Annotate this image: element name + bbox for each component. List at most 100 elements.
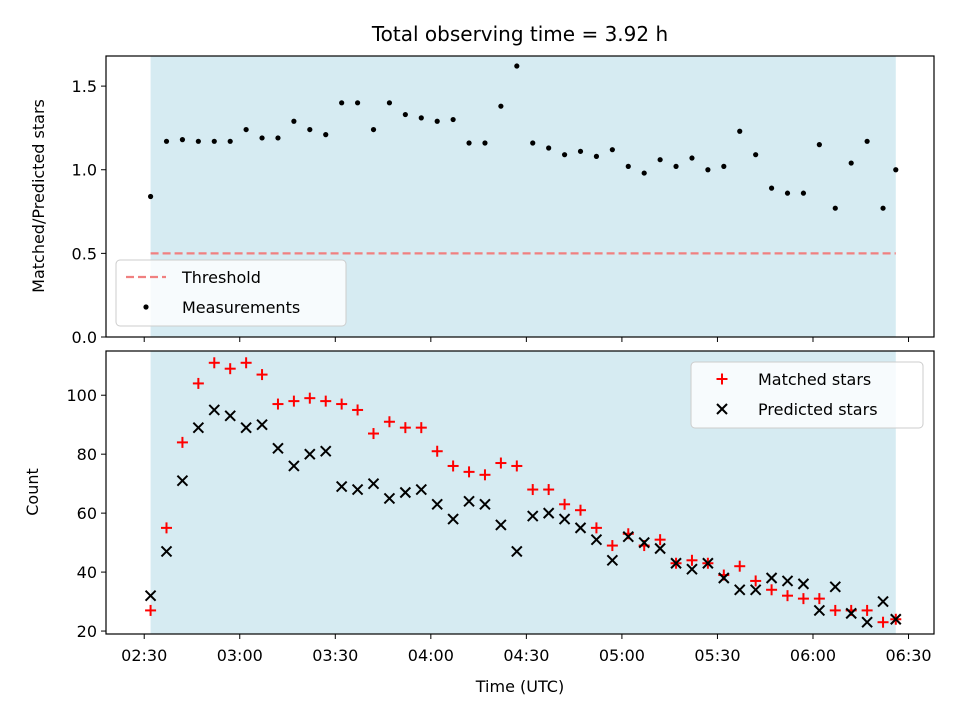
x-axis-title: Time (UTC): [475, 677, 564, 696]
legend-measurements-swatch: [143, 304, 149, 310]
predicted-star-point: [654, 542, 666, 555]
count-marks: [144, 357, 902, 628]
measurement-point: [625, 163, 631, 169]
measurement-point: [370, 126, 377, 133]
predicted-star-point: [890, 613, 902, 625]
legend-threshold-label: Threshold: [181, 268, 261, 287]
measurement-point: [880, 205, 886, 211]
predicted-star-point: [670, 557, 682, 569]
ratio-legend-box: [115, 259, 347, 327]
measurement-point: [673, 163, 679, 169]
measurement-point: [179, 137, 186, 143]
predicted-star-point: [272, 442, 284, 454]
matched-star-point: [176, 436, 188, 448]
matched-star-point: [495, 457, 507, 469]
chart-title: Total observing time = 3.92 h: [371, 22, 668, 46]
predicted-star-point: [367, 477, 380, 490]
matched-star-point: [288, 395, 300, 407]
predicted-star-point: [495, 519, 507, 531]
matched-star-point: [415, 422, 427, 434]
x-tick-label: 02:30: [121, 646, 167, 665]
matched-star-point: [861, 604, 873, 616]
measurement-point: [163, 138, 170, 144]
legend-matched-label: Matched stars: [758, 370, 871, 389]
matched-star-point: [240, 357, 252, 369]
predicted-star-point: [813, 604, 826, 617]
measurement-point: [514, 63, 520, 69]
predicted-star-point: [511, 545, 523, 558]
x-tick-label: 04:30: [503, 646, 549, 665]
ratio-panel-frame: [105, 55, 935, 338]
predicted-star-point: [240, 421, 252, 434]
measurement-point: [418, 115, 424, 121]
matched-star-point: [336, 398, 348, 410]
predicted-star-point: [463, 495, 475, 508]
predicted-star-point: [829, 581, 841, 593]
matched-star-point: [368, 428, 380, 440]
matched-star-point: [559, 498, 571, 510]
y-tick-label: 100: [66, 386, 97, 405]
predicted-star-point: [734, 584, 746, 596]
matched-star-point: [431, 445, 443, 457]
count-y-axis-title: Count: [23, 468, 42, 516]
legend-measurements-label: Measurements: [182, 298, 300, 317]
matched-star-point: [256, 369, 268, 381]
measurement-point: [450, 116, 456, 123]
x-tick-label: 05:00: [599, 646, 645, 665]
measurement-point: [816, 142, 822, 148]
count-legend: Matched stars Predicted stars: [690, 361, 924, 429]
predicted-star-point: [144, 589, 157, 602]
predicted-star-point: [781, 575, 794, 587]
ratio-marks: [147, 63, 899, 255]
predicted-star-point: [558, 513, 571, 525]
predicted-star-point: [542, 507, 555, 519]
predicted-star-point: [399, 486, 412, 499]
matched-star-point: [782, 590, 794, 602]
y-tick-label: 20: [77, 622, 97, 641]
matched-star-point: [352, 404, 364, 416]
matched-star-point: [304, 392, 316, 404]
predicted-star-point: [877, 595, 889, 608]
matched-star-point: [877, 616, 889, 628]
legend-matched-swatch: [716, 373, 728, 385]
predicted-star-point: [176, 475, 189, 487]
predicted-star-point: [797, 578, 810, 590]
predicted-star-point: [304, 448, 316, 460]
measurement-point: [657, 157, 663, 163]
measurement-point: [848, 160, 854, 166]
matched-star-point: [734, 560, 746, 572]
measurement-point: [386, 100, 393, 106]
count-panel: 20 40 60 80 100 02:30 03:00 03:30 04:00 04:30 05:…: [23, 350, 935, 696]
matched-star-point: [511, 460, 523, 472]
legend-predicted-swatch: [716, 403, 728, 415]
measurement-point: [291, 118, 297, 124]
predicted-star-point: [320, 445, 332, 457]
predicted-star-point: [383, 492, 396, 505]
predicted-star-point: [718, 572, 730, 584]
matched-star-point: [479, 469, 491, 481]
measurement-point: [482, 140, 488, 146]
matched-star-point: [192, 377, 204, 389]
y-tick-label: 60: [77, 504, 97, 523]
predicted-star-point: [845, 607, 857, 620]
matched-star-point: [527, 484, 539, 496]
predicted-star-point: [861, 616, 873, 628]
measurement-point: [211, 138, 217, 144]
predicted-star-point: [192, 421, 205, 434]
y-tick-label: 0.5: [72, 244, 97, 263]
measurement-point: [593, 153, 600, 159]
x-tick-label: 03:30: [312, 646, 358, 665]
predicted-star-point: [447, 513, 459, 525]
predicted-star-point: [288, 460, 300, 472]
measurement-point: [339, 100, 345, 106]
measurement-point: [800, 190, 807, 196]
measurement-point: [147, 193, 154, 200]
matched-star-point: [797, 593, 809, 605]
matched-star-point: [750, 575, 762, 587]
predicted-star-point: [431, 498, 443, 510]
measurement-point: [354, 100, 361, 106]
matched-star-point: [224, 363, 236, 375]
predicted-star-point: [224, 410, 236, 422]
measurement-point: [307, 126, 313, 133]
